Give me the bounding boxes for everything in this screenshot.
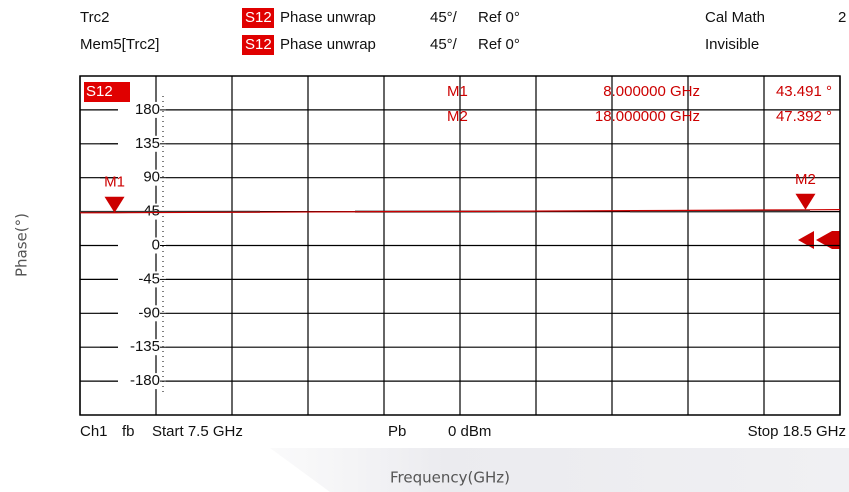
marker-name: M2 — [447, 108, 468, 125]
footer-text: 0 dBm — [448, 423, 491, 440]
footer-text: Start 7.5 GHz — [152, 423, 243, 440]
marker — [795, 193, 816, 210]
header-badge — [242, 8, 274, 28]
y-tick-label: -90 — [138, 304, 160, 321]
header-text: Ref 0° — [478, 36, 520, 53]
header-text: 45°/ — [430, 9, 458, 26]
y-tick-label: -180 — [130, 372, 160, 389]
trace-line — [79, 209, 841, 214]
header-text: Trc2 — [80, 9, 109, 26]
y-tick-bg — [118, 135, 166, 152]
header-text: Ref 0° — [478, 9, 520, 26]
y-tick-bg — [118, 305, 166, 322]
marker-value: 43.491 ° — [776, 83, 832, 100]
marker-x: 18.000000 GHz — [595, 108, 700, 125]
footer-text: fb — [122, 423, 135, 440]
y-tick-bg — [118, 271, 166, 288]
marker-x: 8.000000 GHz — [603, 83, 700, 100]
footer-text: Stop 18.5 GHz — [748, 423, 846, 440]
header-text: S12 — [245, 9, 272, 26]
header-text: 45°/ — [430, 36, 458, 53]
header-text: 2 — [838, 9, 846, 26]
header-text: Phase unwrap — [280, 9, 376, 26]
trace-badge — [84, 82, 130, 102]
header-text: Phase unwrap — [280, 36, 376, 53]
y-tick-label: 0 — [152, 236, 160, 253]
y-tick-label: 135 — [135, 135, 160, 152]
y-tick-bg — [118, 373, 166, 390]
y-axis-label: Phase(°) — [13, 213, 31, 277]
y-tick-bg — [118, 101, 166, 118]
y-tick-bg — [118, 237, 166, 254]
footer-band — [270, 448, 849, 492]
header-text: Mem5[Trc2] — [80, 36, 159, 53]
footer-text: Pb — [388, 423, 406, 440]
ref-arrow — [816, 231, 832, 249]
y-tick-label: 180 — [135, 101, 160, 118]
marker — [104, 196, 125, 213]
y-tick-bg — [118, 169, 166, 186]
header-text: S12 — [245, 36, 272, 53]
header-badge — [242, 35, 274, 55]
marker-label: M2 — [795, 171, 816, 188]
header-text: Invisible — [705, 36, 759, 53]
y-tick-bg — [118, 339, 166, 356]
footer-text: Ch1 — [80, 423, 108, 440]
y-tick-label: 90 — [143, 169, 160, 186]
header-text: Cal Math — [705, 9, 765, 26]
y-tick-label: -45 — [138, 270, 160, 287]
marker-name: M1 — [447, 83, 468, 100]
marker-label: M1 — [104, 174, 125, 191]
y-tick-label: -135 — [130, 338, 160, 355]
trace-label: S12 — [86, 83, 113, 100]
x-axis-label: Frequency(GHz) — [390, 469, 510, 487]
ref-arrow — [832, 231, 840, 249]
ref-arrow — [798, 231, 814, 249]
marker-value: 47.392 ° — [776, 108, 832, 125]
